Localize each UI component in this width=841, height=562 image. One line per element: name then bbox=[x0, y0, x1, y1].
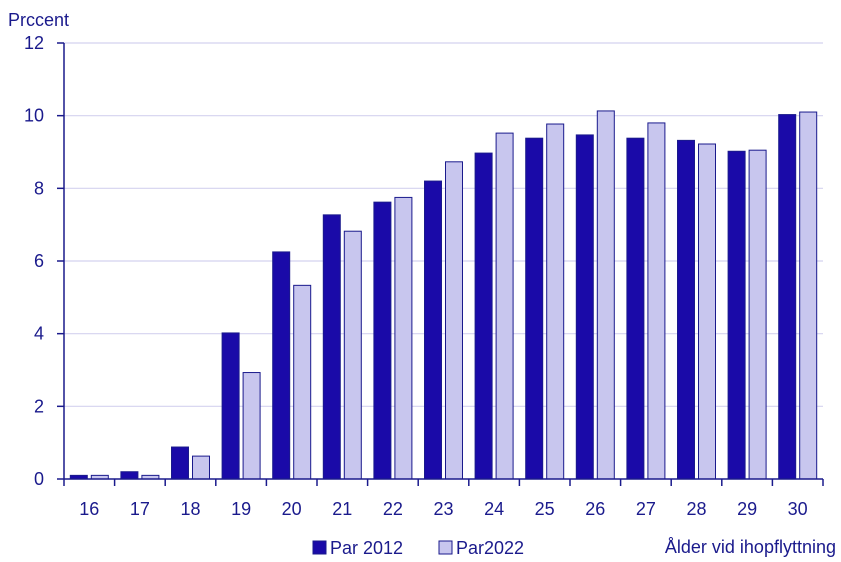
y-tick-label: 0 bbox=[34, 469, 44, 489]
x-tick-label: 24 bbox=[484, 499, 504, 519]
x-tick-label: 19 bbox=[231, 499, 251, 519]
y-tick-label: 10 bbox=[24, 106, 44, 126]
y-axis-label: Prccent bbox=[8, 10, 69, 30]
legend-swatch-par2022 bbox=[438, 540, 453, 555]
x-tick-label: 26 bbox=[585, 499, 605, 519]
bar-par2022-24 bbox=[495, 132, 514, 480]
bar-par-2012-30 bbox=[778, 114, 797, 480]
bar-par-2012-25 bbox=[525, 137, 544, 480]
x-tick-label: 27 bbox=[636, 499, 656, 519]
bar-par-2012-21 bbox=[322, 214, 341, 480]
bar-par-2012-17 bbox=[120, 471, 139, 480]
x-tick-label: 17 bbox=[130, 499, 150, 519]
bar-par-2012-20 bbox=[272, 251, 291, 480]
x-tick-label: 30 bbox=[788, 499, 808, 519]
bar-par2022-27 bbox=[647, 122, 666, 480]
legend-label-par-2012: Par 2012 bbox=[330, 538, 403, 557]
x-tick-label: 25 bbox=[535, 499, 555, 519]
bar-par-2012-19 bbox=[221, 332, 240, 480]
y-tick-label: 6 bbox=[34, 251, 44, 271]
y-tick-label: 8 bbox=[34, 178, 44, 198]
bar-par2022-23 bbox=[445, 161, 463, 480]
bar-par-2012-24 bbox=[474, 152, 493, 480]
x-tick-label: 23 bbox=[433, 499, 453, 519]
bar-par2022-28 bbox=[698, 143, 716, 480]
x-tick-labels: 16 17 18 19 20 21 22 23 24 25 26 27 28 29 30 bbox=[79, 499, 807, 519]
axes bbox=[57, 42, 824, 486]
x-tick-label: 21 bbox=[332, 499, 352, 519]
bar-par-2012-28 bbox=[677, 139, 695, 480]
x-tick-label: 16 bbox=[79, 499, 99, 519]
bar-par2022-30 bbox=[799, 111, 818, 480]
legend-swatch-par-2012 bbox=[312, 540, 327, 555]
bar-par-2012-18 bbox=[171, 446, 189, 480]
x-axis-label: Ålder vid ihopflyttning bbox=[665, 537, 836, 557]
bar-par-2012-23 bbox=[424, 180, 442, 480]
x-tick-label: 22 bbox=[383, 499, 403, 519]
bar-par2022-29 bbox=[748, 149, 767, 480]
bar-par-2012-29 bbox=[727, 150, 746, 480]
bar-par2022-25 bbox=[546, 123, 565, 480]
legend-label-par2022: Par2022 bbox=[456, 538, 524, 557]
x-tick-label: 28 bbox=[686, 499, 706, 519]
x-tick-label: 18 bbox=[180, 499, 200, 519]
y-tick-label: 4 bbox=[34, 324, 44, 344]
y-tick-labels: 0 2 4 6 8 10 12 bbox=[24, 33, 44, 489]
y-tick-label: 12 bbox=[24, 33, 44, 53]
x-tick-label: 29 bbox=[737, 499, 757, 519]
bar-par-2012-27 bbox=[626, 137, 645, 480]
bar-par2022-19 bbox=[242, 372, 261, 480]
bar-par2022-22 bbox=[394, 196, 413, 480]
y-tick-label: 2 bbox=[34, 396, 44, 416]
bar-par-2012-26 bbox=[575, 134, 594, 480]
bar-par2022-20 bbox=[293, 284, 312, 480]
x-tick-label: 20 bbox=[282, 499, 302, 519]
grid-lines bbox=[64, 42, 823, 407]
bar-par2022-18 bbox=[192, 455, 210, 480]
bars bbox=[69, 110, 818, 480]
bar-par-2012-22 bbox=[373, 201, 392, 480]
bar-par2022-26 bbox=[596, 110, 615, 480]
bar-par2022-21 bbox=[343, 230, 362, 480]
legend: Par 2012 Par2022 bbox=[312, 538, 524, 558]
